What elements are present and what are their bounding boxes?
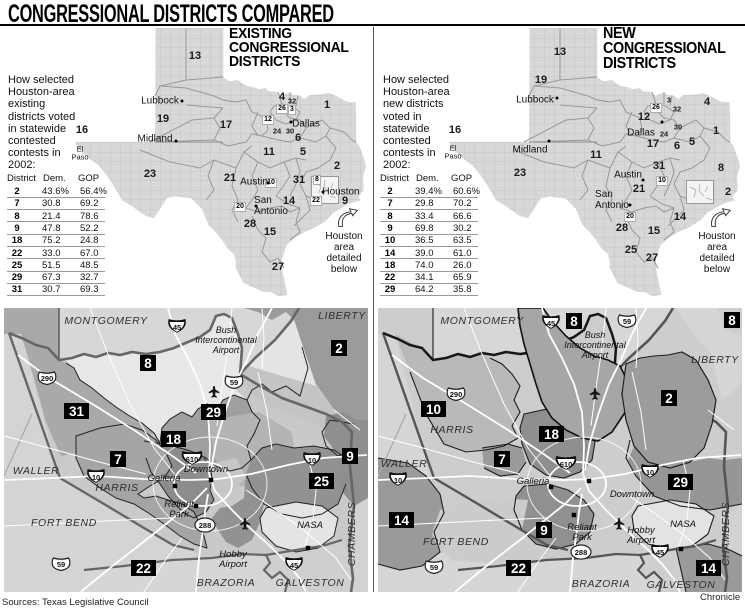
svg-text:10: 10	[308, 456, 316, 465]
svg-text:NASA: NASA	[297, 520, 323, 531]
svg-text:29: 29	[673, 475, 688, 490]
svg-text:59: 59	[57, 560, 65, 569]
svg-text:18: 18	[166, 432, 182, 447]
svg-text:WALLER: WALLER	[13, 465, 60, 477]
svg-text:Reliant: Reliant	[164, 499, 194, 510]
svg-text:Bush: Bush	[216, 325, 237, 335]
svg-text:59: 59	[230, 378, 238, 387]
svg-text:BRAZORIA: BRAZORIA	[572, 578, 630, 590]
svg-text:288: 288	[575, 548, 588, 557]
svg-text:9: 9	[540, 523, 548, 538]
svg-text:22: 22	[511, 561, 526, 576]
svg-text:Hobby: Hobby	[219, 549, 248, 560]
svg-text:Airport: Airport	[218, 559, 247, 570]
svg-text:Hobby: Hobby	[627, 525, 656, 536]
svg-text:Reliant: Reliant	[567, 522, 597, 533]
svg-text:10: 10	[646, 468, 654, 477]
svg-text:FORT BEND: FORT BEND	[31, 517, 97, 529]
svg-text:288: 288	[199, 521, 212, 530]
svg-text:Intercontinental: Intercontinental	[564, 340, 627, 350]
svg-text:45: 45	[547, 319, 555, 328]
svg-text:7: 7	[114, 452, 122, 467]
svg-text:MONTGOMERY: MONTGOMERY	[440, 315, 524, 327]
svg-text:LIBERTY: LIBERTY	[691, 354, 739, 366]
svg-text:14: 14	[701, 561, 717, 576]
svg-text:8: 8	[144, 356, 152, 371]
svg-text:WALLER: WALLER	[381, 458, 428, 470]
svg-text:290: 290	[41, 374, 54, 383]
svg-text:CHAMBERS: CHAMBERS	[720, 502, 732, 566]
svg-text:HARRIS: HARRIS	[430, 424, 473, 436]
svg-text:Galleria: Galleria	[517, 476, 550, 487]
svg-text:Park: Park	[572, 532, 593, 543]
svg-text:FORT BEND: FORT BEND	[423, 536, 489, 548]
svg-text:610: 610	[186, 455, 199, 464]
svg-text:2: 2	[665, 391, 673, 406]
svg-text:Galleria: Galleria	[148, 473, 181, 484]
svg-text:GALVESTON: GALVESTON	[276, 577, 345, 589]
svg-text:NASA: NASA	[670, 519, 696, 530]
svg-text:8: 8	[570, 314, 578, 329]
svg-text:Downtown: Downtown	[184, 464, 228, 475]
svg-text:25: 25	[314, 474, 330, 489]
svg-text:GALVESTON: GALVESTON	[647, 579, 716, 591]
svg-text:45: 45	[290, 561, 298, 570]
svg-text:Park: Park	[169, 509, 190, 520]
svg-text:7: 7	[498, 452, 506, 467]
svg-text:CHAMBERS: CHAMBERS	[346, 502, 358, 566]
svg-text:BRAZORIA: BRAZORIA	[197, 577, 255, 589]
svg-text:Downtown: Downtown	[610, 489, 654, 500]
svg-text:Airport: Airport	[581, 350, 609, 360]
svg-text:610: 610	[560, 460, 573, 469]
svg-text:10: 10	[394, 476, 402, 485]
svg-text:22: 22	[136, 561, 151, 576]
svg-text:10: 10	[426, 402, 441, 417]
svg-text:HARRIS: HARRIS	[95, 482, 138, 494]
svg-text:Airport: Airport	[626, 535, 655, 546]
svg-text:MONTGOMERY: MONTGOMERY	[64, 315, 148, 327]
svg-text:290: 290	[450, 390, 463, 399]
svg-text:29: 29	[206, 405, 221, 420]
svg-text:59: 59	[430, 563, 438, 572]
svg-text:Bush: Bush	[585, 330, 606, 340]
svg-text:2: 2	[335, 341, 343, 356]
svg-text:45: 45	[173, 323, 181, 332]
svg-text:10: 10	[92, 473, 100, 482]
svg-text:Airport: Airport	[212, 345, 240, 355]
svg-text:8: 8	[728, 313, 736, 328]
svg-text:18: 18	[544, 427, 560, 442]
svg-text:59: 59	[623, 317, 631, 326]
svg-text:Intercontinental: Intercontinental	[195, 335, 258, 345]
svg-text:LIBERTY: LIBERTY	[318, 310, 366, 322]
svg-text:45: 45	[656, 548, 664, 557]
svg-text:9: 9	[346, 449, 354, 464]
svg-text:14: 14	[394, 513, 410, 528]
svg-text:31: 31	[69, 404, 85, 419]
